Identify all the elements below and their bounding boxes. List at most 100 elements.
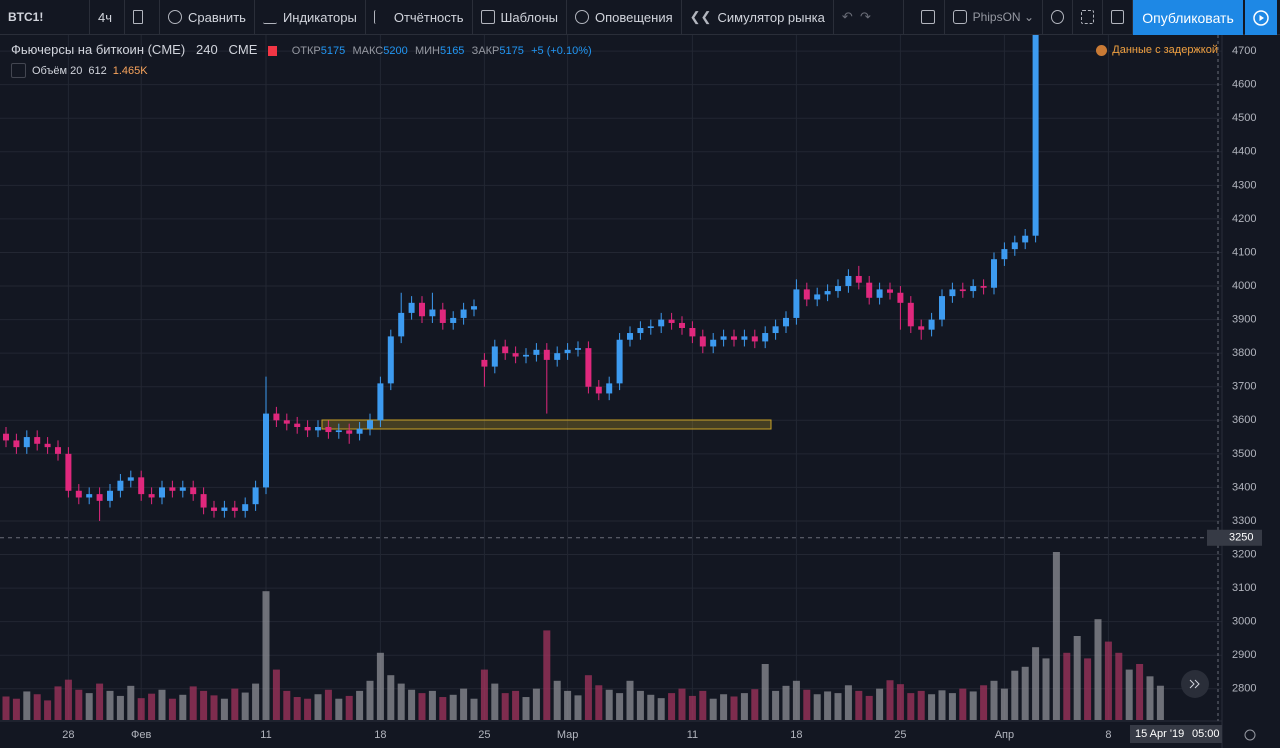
x-tick-label: Мар bbox=[557, 729, 579, 741]
user[interactable]: PhipsON ⌄ bbox=[945, 0, 1043, 35]
settings[interactable] bbox=[1043, 0, 1073, 35]
candle-body bbox=[959, 289, 966, 292]
play-icon bbox=[1253, 9, 1269, 26]
candle-body bbox=[460, 309, 467, 318]
volume-bar bbox=[959, 688, 967, 720]
volume-bar bbox=[647, 694, 655, 720]
replay[interactable]: ❮❮ Симулятор рынка bbox=[682, 0, 834, 35]
volume-bar bbox=[772, 690, 780, 720]
templates[interactable]: Шаблоны bbox=[473, 0, 568, 35]
symbol[interactable]: BTC1! bbox=[0, 0, 90, 35]
settings-icon[interactable] bbox=[1244, 729, 1256, 741]
volume-bar bbox=[584, 675, 592, 720]
scroll-button[interactable] bbox=[1181, 670, 1209, 698]
candle-body bbox=[169, 487, 176, 491]
alerts-label: Оповещения bbox=[595, 9, 673, 25]
volume-bar bbox=[387, 675, 395, 720]
candle-body bbox=[107, 490, 113, 501]
candle-body bbox=[970, 286, 977, 292]
candle-body bbox=[543, 349, 550, 360]
interval[interactable]: 4ч bbox=[90, 0, 125, 35]
candle-body bbox=[44, 443, 51, 448]
candle-body bbox=[304, 427, 311, 431]
compare[interactable]: Сравнить bbox=[160, 0, 255, 35]
candle-body bbox=[429, 309, 436, 317]
publish-button[interactable]: Опубликовать bbox=[1133, 0, 1243, 35]
candle-body bbox=[751, 336, 758, 342]
volume-bar bbox=[418, 693, 426, 720]
candle-body bbox=[980, 286, 987, 288]
x-tick-label: 11 bbox=[687, 729, 698, 741]
alerts[interactable]: Оповещения bbox=[567, 0, 682, 35]
volume-bar bbox=[803, 689, 811, 720]
fullscreen-box[interactable] bbox=[913, 0, 945, 35]
candle-body bbox=[731, 336, 737, 340]
volume-bar bbox=[116, 695, 124, 720]
volume-bar bbox=[127, 685, 135, 720]
candle-body bbox=[283, 420, 290, 424]
close-label: ЗАКР bbox=[471, 45, 500, 57]
open-label: ОТКР bbox=[291, 45, 321, 57]
flag[interactable] bbox=[268, 45, 278, 56]
candle-body bbox=[803, 289, 810, 300]
volume-bar bbox=[283, 690, 291, 720]
grid bbox=[0, 35, 1222, 720]
volume-bar bbox=[1146, 676, 1154, 720]
candle-body bbox=[86, 494, 93, 498]
candle-body bbox=[221, 507, 228, 511]
candle-body bbox=[252, 487, 259, 505]
candle-body bbox=[949, 289, 956, 297]
undo-redo[interactable]: ↶ ↷ bbox=[834, 0, 904, 35]
y-tick-label: 3000 bbox=[1232, 616, 1256, 628]
volume-ma: 1.465K bbox=[112, 64, 148, 77]
volume-bar bbox=[1021, 666, 1029, 720]
volume-bar bbox=[928, 694, 936, 720]
financials[interactable]: Отчётность bbox=[366, 0, 473, 35]
volume-bar bbox=[376, 652, 384, 720]
volume-bar bbox=[917, 690, 925, 720]
candle-body bbox=[325, 427, 332, 433]
volume-bar bbox=[1115, 652, 1123, 720]
volume-bar bbox=[241, 692, 249, 720]
candle-body bbox=[554, 353, 561, 360]
volume-bar bbox=[304, 698, 312, 720]
indicators[interactable]: Индикаторы bbox=[255, 0, 366, 35]
candle-body bbox=[439, 309, 446, 323]
low-label: МИН bbox=[414, 45, 440, 57]
volume-bar bbox=[824, 691, 832, 720]
snapshot[interactable] bbox=[1103, 0, 1133, 35]
y-tick-label: 3500 bbox=[1232, 448, 1256, 460]
volume-bar bbox=[501, 693, 509, 720]
volume-bar bbox=[813, 694, 821, 720]
candle-body bbox=[1001, 249, 1008, 260]
volume-bar bbox=[366, 680, 374, 720]
candle-body bbox=[75, 490, 82, 498]
y-tick-label: 3200 bbox=[1232, 548, 1256, 560]
candle-body bbox=[346, 430, 353, 434]
volume-bar bbox=[324, 689, 332, 720]
volume-bar bbox=[969, 691, 977, 720]
volume-bar bbox=[231, 688, 239, 720]
volume-bar bbox=[189, 686, 197, 720]
chart-type[interactable] bbox=[125, 0, 160, 35]
candle-body bbox=[356, 428, 363, 434]
volume-bar bbox=[782, 685, 790, 720]
volume-bar bbox=[532, 688, 540, 720]
volume-bar bbox=[1136, 664, 1144, 720]
x-tick-label: Апр bbox=[995, 729, 1014, 741]
x-tick-label: 25 bbox=[894, 729, 906, 741]
y-tick-label: 3600 bbox=[1232, 414, 1256, 426]
y-tick-label: 3700 bbox=[1232, 381, 1256, 393]
play-button[interactable] bbox=[1245, 0, 1277, 35]
volume-bar bbox=[1011, 670, 1019, 720]
expand[interactable] bbox=[1073, 0, 1103, 35]
delayed-note: Данные с задержкой bbox=[1096, 44, 1218, 56]
volume-bar bbox=[668, 693, 676, 720]
x-tick-label: 28 bbox=[62, 729, 74, 741]
y-tick-label: 4300 bbox=[1232, 179, 1256, 191]
y-tick-label: 3300 bbox=[1232, 515, 1256, 527]
candle-body bbox=[918, 326, 925, 330]
collapse-button[interactable] bbox=[11, 63, 26, 78]
candle-body bbox=[1011, 242, 1018, 250]
volume-value: 612 bbox=[88, 64, 107, 77]
